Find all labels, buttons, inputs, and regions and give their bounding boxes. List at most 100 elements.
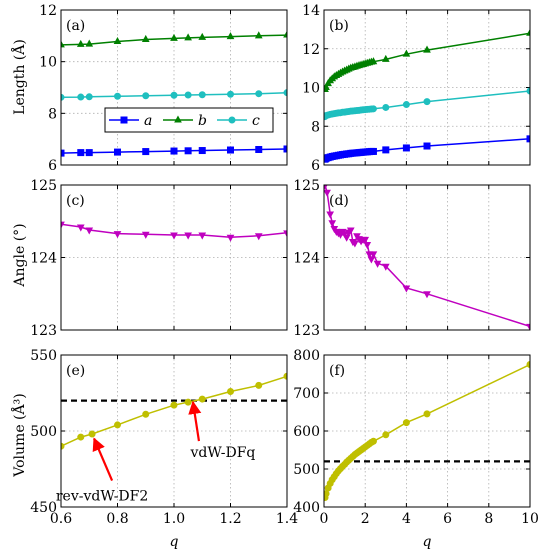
ytick-label: 500 xyxy=(293,462,320,478)
data-point-a xyxy=(382,146,390,154)
data-point-a xyxy=(61,149,65,157)
series-group xyxy=(324,361,530,501)
panel-5 xyxy=(323,354,531,508)
panel-3 xyxy=(323,184,531,331)
legend-label-b: b xyxy=(198,113,207,129)
data-point-angle xyxy=(423,291,431,299)
ytick-label: 700 xyxy=(293,386,320,402)
xlabel-left: q xyxy=(170,534,179,550)
data-point-angle xyxy=(367,256,376,264)
data-point-b xyxy=(369,57,378,65)
panel-label: (a) xyxy=(66,18,85,34)
data-point-angle xyxy=(324,189,331,197)
axes-frame xyxy=(323,9,531,166)
ytick-label: 6 xyxy=(48,158,57,174)
series-group xyxy=(61,221,287,242)
ylabel-length: Length (Å) xyxy=(10,39,28,115)
data-point-angle xyxy=(326,211,335,219)
data-point-angle xyxy=(363,241,372,249)
panel-4 xyxy=(60,354,288,508)
data-point-angle xyxy=(141,231,150,239)
axes-frame xyxy=(323,354,531,508)
xlabel-right: q xyxy=(423,534,432,550)
data-point-volume xyxy=(382,431,390,439)
data-point-volume xyxy=(283,372,287,380)
ytick-label: 123 xyxy=(30,323,57,339)
ylabel-angle: Angle (°) xyxy=(12,223,28,287)
data-point-volume xyxy=(526,361,530,368)
data-point-angle xyxy=(324,185,328,190)
data-point-angle xyxy=(346,227,355,235)
data-point-c xyxy=(255,90,263,98)
panel-label: (d) xyxy=(329,193,349,209)
data-point-a xyxy=(402,144,410,152)
data-point-volume xyxy=(114,421,121,429)
data-point-angle xyxy=(361,236,370,244)
axes-frame xyxy=(60,354,288,508)
xtick-label: 0 xyxy=(320,511,329,527)
data-point-angle xyxy=(342,234,351,242)
ytick-label: 400 xyxy=(293,500,320,516)
data-point-volume xyxy=(88,430,96,438)
ytick-label: 6 xyxy=(311,158,320,174)
panel-label: (e) xyxy=(66,363,85,379)
data-point-b xyxy=(402,49,411,57)
ytick-label: 14 xyxy=(302,3,320,19)
data-point-b xyxy=(254,31,263,39)
data-point-volume xyxy=(227,387,234,395)
panel-1 xyxy=(323,9,531,166)
data-point-c xyxy=(382,103,390,111)
ytick-label: 125 xyxy=(293,178,320,194)
data-point-a xyxy=(114,148,121,156)
panel-0 xyxy=(60,9,288,166)
axes-frame xyxy=(60,184,288,331)
data-point-b xyxy=(324,82,330,90)
data-point-angle xyxy=(113,231,122,239)
data-point-a xyxy=(85,149,93,157)
data-point-volume xyxy=(61,442,65,450)
series-group xyxy=(61,30,287,157)
series-group xyxy=(324,28,530,163)
legend-marker-a xyxy=(120,116,128,124)
series-line-b xyxy=(324,32,530,90)
data-point-b xyxy=(170,33,178,41)
ytick-label: 8 xyxy=(48,106,57,122)
data-point-c xyxy=(114,92,121,100)
xtick-label: 0.6 xyxy=(50,511,72,527)
data-point-b xyxy=(226,32,235,40)
panel-2 xyxy=(60,184,288,331)
legend-marker-b xyxy=(174,115,182,123)
ytick-label: 10 xyxy=(302,81,320,97)
data-point-a xyxy=(198,147,206,155)
data-point-b xyxy=(283,30,287,38)
data-point-volume xyxy=(198,395,206,403)
data-point-angle xyxy=(526,323,530,330)
ytick-label: 124 xyxy=(30,251,57,267)
data-point-a xyxy=(142,148,150,156)
data-point-angle xyxy=(198,232,207,240)
data-point-b xyxy=(198,32,207,40)
ytick-label: 124 xyxy=(293,251,320,267)
xtick-label: 4 xyxy=(402,511,411,527)
data-point-a xyxy=(227,146,234,154)
data-point-angle xyxy=(402,285,411,293)
data-point-a xyxy=(423,142,431,150)
data-point-a xyxy=(170,147,178,155)
annotation-label: vdW-DFq xyxy=(190,445,256,461)
ytick-label: 600 xyxy=(293,424,320,440)
data-point-c xyxy=(526,87,530,95)
annotation-arrow xyxy=(188,400,202,442)
data-point-b xyxy=(85,39,94,47)
xtick-label: 1.2 xyxy=(219,511,241,527)
axes-frame xyxy=(60,9,288,166)
ylabel-volume: Volume (Å³) xyxy=(10,393,28,477)
data-point-volume xyxy=(423,410,431,418)
xtick-label: 0.8 xyxy=(106,511,128,527)
panel-label: (c) xyxy=(66,193,85,209)
series-group xyxy=(324,185,530,330)
data-point-angle xyxy=(328,220,337,228)
data-point-c xyxy=(423,98,431,106)
xtick-label: 8 xyxy=(484,511,493,527)
data-point-c xyxy=(77,93,85,101)
xtick-label: 2 xyxy=(361,511,370,527)
